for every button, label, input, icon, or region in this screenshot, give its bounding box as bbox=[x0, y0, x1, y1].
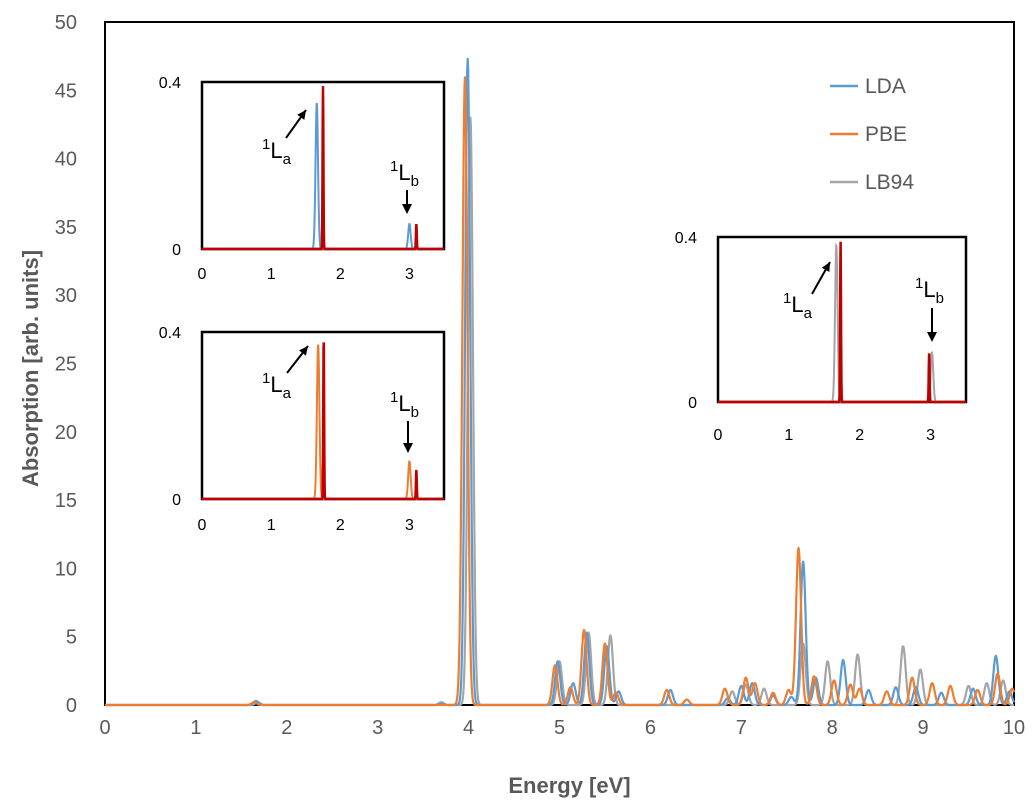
annotation-arrowhead bbox=[402, 204, 412, 214]
inset-y-tick-label: 0 bbox=[172, 492, 181, 509]
y-tick-label: 0 bbox=[66, 695, 77, 717]
x-tick-label: 3 bbox=[372, 717, 383, 739]
inset-annotation: 1La bbox=[783, 290, 813, 322]
x-tick-label: 6 bbox=[645, 717, 656, 739]
inset-x-tick-label: 2 bbox=[336, 517, 345, 534]
x-tick-label: 2 bbox=[281, 717, 292, 739]
x-tick-label: 5 bbox=[554, 717, 565, 739]
x-tick-label: 9 bbox=[918, 717, 929, 739]
annotation-arrowhead bbox=[821, 262, 830, 272]
y-tick-label: 35 bbox=[55, 217, 77, 239]
y-tick-label: 45 bbox=[55, 80, 77, 102]
y-tick-label: 25 bbox=[55, 354, 77, 376]
inset-x-tick-label: 1 bbox=[784, 427, 793, 444]
x-tick-label: 10 bbox=[1003, 717, 1025, 739]
x-tick-label: 4 bbox=[463, 717, 474, 739]
inset-annotation: 1Lb bbox=[390, 158, 419, 190]
inset-y-tick-label: 0.4 bbox=[159, 325, 181, 342]
legend-label-lda: LDA bbox=[865, 75, 906, 98]
inset-y-tick-label: 0.4 bbox=[675, 230, 697, 247]
y-tick-label: 40 bbox=[55, 149, 77, 171]
inset-annotation: 1Lb bbox=[390, 389, 419, 421]
inset-x-tick-label: 0 bbox=[714, 427, 723, 444]
x-tick-label: 8 bbox=[827, 717, 838, 739]
x-tick-label: 7 bbox=[736, 717, 747, 739]
inset-series-line bbox=[202, 342, 444, 501]
x-axis-title: Energy [eV] bbox=[508, 773, 630, 798]
y-axis-title: Absorption [arb. units] bbox=[18, 250, 43, 487]
inset-x-tick-label: 2 bbox=[336, 266, 345, 283]
inset-y-tick-label: 0 bbox=[688, 395, 697, 412]
x-tick-label: 0 bbox=[99, 717, 110, 739]
y-tick-label: 50 bbox=[55, 12, 77, 34]
y-tick-label: 5 bbox=[66, 627, 77, 649]
y-tick-label: 20 bbox=[55, 422, 77, 444]
legend-label-pbe: PBE bbox=[865, 123, 907, 146]
x-tick-label: 1 bbox=[190, 717, 201, 739]
annotation-arrowhead bbox=[927, 332, 937, 342]
inset-y-tick-label: 0.4 bbox=[159, 75, 181, 92]
series-line-pbe bbox=[104, 76, 1016, 707]
inset-x-tick-label: 0 bbox=[198, 517, 207, 534]
inset-chart-right: 0 1 2 3 0 0.4 1La 1Lb bbox=[675, 230, 968, 444]
inset-x-tick-label: 0 bbox=[198, 266, 207, 283]
y-tick-label: 15 bbox=[55, 490, 77, 512]
annotation-arrowhead bbox=[299, 346, 308, 356]
inset-chart-middle-left: 0 1 2 3 0 0.4 1La 1Lb bbox=[159, 325, 446, 534]
inset-x-tick-label: 2 bbox=[855, 427, 864, 444]
inset-y-tick-label: 0 bbox=[172, 242, 181, 259]
annotation-arrowhead bbox=[403, 443, 413, 453]
inset-x-tick-label: 1 bbox=[267, 517, 276, 534]
inset-chart-top-left: 0 1 2 3 0 0.4 1La 1Lb bbox=[159, 75, 446, 283]
y-tick-label: 10 bbox=[55, 558, 77, 580]
series-line-lda bbox=[104, 57, 1015, 707]
plot-area-frame bbox=[104, 21, 1015, 706]
inset-annotation: 1Lb bbox=[915, 275, 944, 307]
inset-series-line bbox=[718, 241, 966, 404]
annotation-arrowhead bbox=[297, 110, 306, 120]
legend-label-lb94: LB94 bbox=[865, 171, 914, 194]
inset-annotation: 1La bbox=[262, 370, 292, 402]
inset-annotation: 1La bbox=[262, 136, 292, 168]
inset-x-tick-label: 1 bbox=[267, 266, 276, 283]
y-tick-label: 30 bbox=[55, 285, 77, 307]
inset-x-tick-label: 3 bbox=[926, 427, 935, 444]
inset-series-line bbox=[202, 86, 444, 251]
inset-x-tick-label: 3 bbox=[405, 517, 414, 534]
inset-x-tick-label: 3 bbox=[405, 266, 414, 283]
